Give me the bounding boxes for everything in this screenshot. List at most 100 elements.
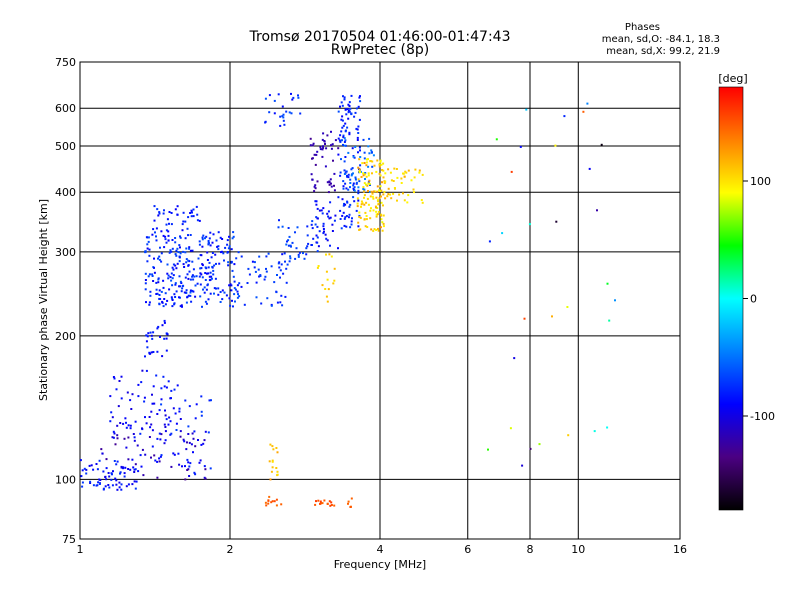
data-point (346, 175, 348, 178)
data-point (185, 261, 188, 264)
data-point (327, 191, 330, 194)
data-point (387, 193, 390, 196)
data-point (358, 170, 361, 173)
data-point (382, 169, 385, 172)
data-point (352, 155, 355, 158)
data-point (319, 146, 322, 149)
data-point (188, 246, 191, 249)
data-point (232, 275, 235, 278)
data-point (355, 209, 358, 212)
data-point (369, 195, 372, 198)
data-point (270, 265, 273, 268)
data-point (233, 287, 236, 290)
data-point (214, 253, 217, 256)
data-point (189, 212, 192, 214)
data-point (337, 153, 340, 156)
data-point (163, 442, 166, 445)
data-point (179, 280, 182, 283)
data-point (200, 414, 203, 417)
data-point (164, 430, 167, 433)
data-point (347, 502, 349, 505)
y-tick-label-6: 600 (55, 102, 76, 115)
data-point (204, 468, 207, 471)
data-point (303, 257, 306, 260)
data-point (120, 483, 123, 486)
data-point (80, 475, 83, 478)
data-point (312, 237, 315, 240)
data-point (259, 275, 262, 277)
data-point (145, 236, 148, 239)
data-point (189, 289, 192, 292)
data-point (392, 180, 395, 182)
data-point (276, 470, 279, 473)
data-point (342, 211, 345, 214)
data-point (298, 251, 301, 254)
data-point (90, 464, 93, 467)
data-point (319, 502, 321, 505)
data-point (89, 480, 92, 483)
data-point (161, 324, 164, 327)
data-point (276, 301, 279, 304)
stats-heading: Phases (625, 22, 660, 33)
data-point (339, 209, 342, 212)
data-point (319, 500, 322, 503)
data-point (148, 436, 151, 438)
stats-x-mode: mean, sd,X: 99.2, 21.9 (606, 46, 720, 57)
data-point (382, 204, 384, 207)
data-point (151, 445, 154, 448)
data-point (333, 504, 336, 507)
data-point (178, 244, 181, 247)
data-point (187, 461, 190, 464)
data-point (588, 167, 591, 170)
data-point (167, 380, 170, 383)
data-point (180, 304, 183, 307)
data-point (159, 438, 162, 441)
data-point (199, 272, 202, 275)
data-point (221, 238, 224, 240)
data-point (208, 279, 211, 282)
data-point (122, 422, 125, 425)
data-point (371, 151, 373, 154)
data-point (314, 184, 317, 187)
data-point (174, 412, 177, 415)
data-point (582, 110, 585, 113)
data-point (159, 455, 162, 458)
data-point (350, 223, 353, 226)
data-point (174, 208, 177, 211)
data-point (174, 296, 177, 298)
data-point (172, 452, 175, 455)
data-point (359, 100, 362, 103)
data-point (551, 315, 553, 318)
data-point (165, 386, 168, 389)
data-point (347, 103, 350, 106)
data-point (347, 176, 350, 179)
data-point (198, 275, 201, 278)
data-point (350, 220, 353, 223)
data-point (164, 235, 167, 238)
data-point (190, 443, 193, 446)
y-tick-label-1: 100 (55, 473, 76, 486)
data-point (158, 258, 161, 261)
data-point (402, 172, 404, 175)
data-point (370, 207, 372, 210)
data-point (176, 247, 179, 250)
data-point (380, 201, 383, 204)
data-point (168, 251, 171, 254)
data-point (232, 305, 234, 308)
data-point (281, 105, 284, 108)
data-point (297, 94, 299, 97)
data-point (209, 271, 212, 274)
data-point (413, 176, 416, 179)
data-point (393, 167, 396, 170)
data-point (160, 398, 163, 401)
data-point (149, 352, 152, 355)
data-point (155, 288, 158, 291)
data-point (334, 214, 337, 217)
data-point (402, 192, 404, 195)
data-point (332, 282, 335, 285)
data-point (381, 169, 384, 171)
data-point (168, 222, 170, 225)
data-point (171, 247, 174, 250)
data-point (345, 215, 348, 217)
data-point (316, 207, 319, 210)
